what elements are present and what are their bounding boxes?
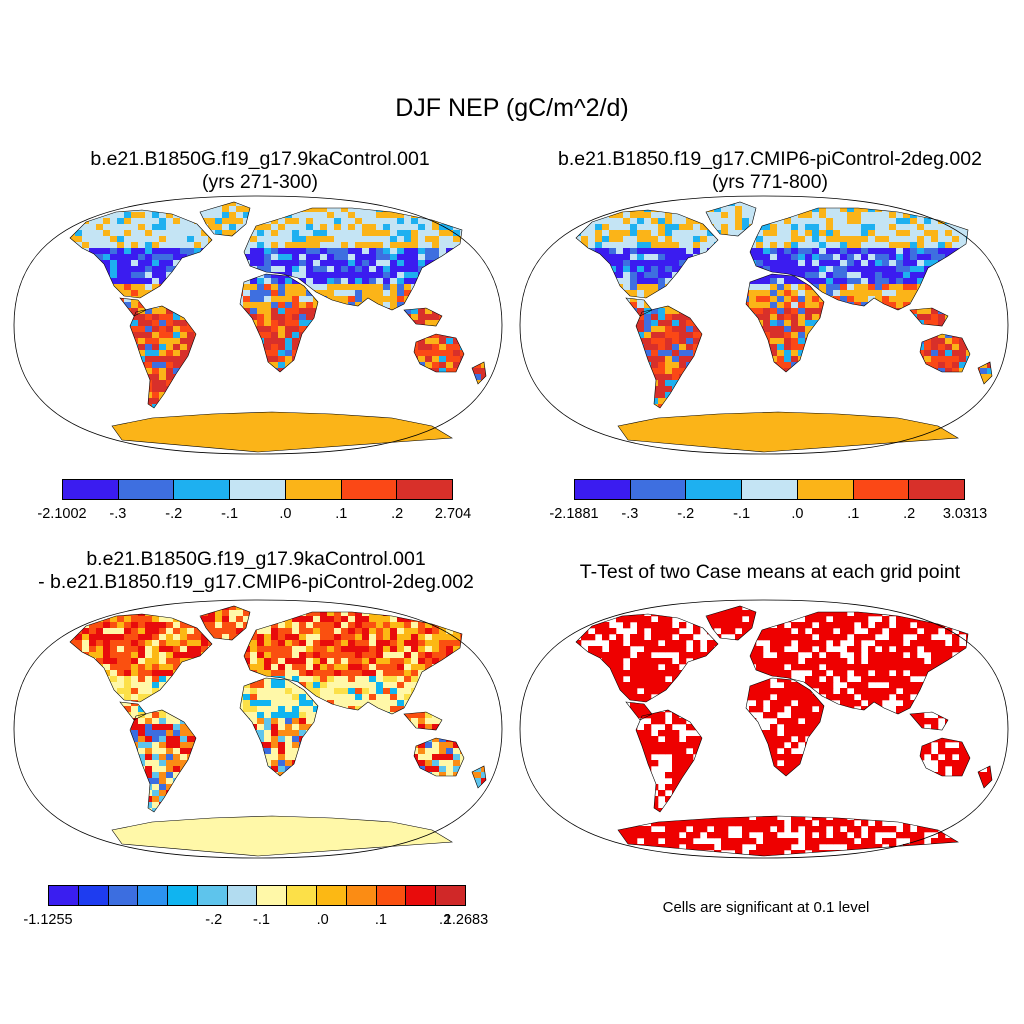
panel-title-bottom-left: b.e21.B1850G.f19_g17.9kaControl.001 - b.… (0, 548, 522, 594)
colorbar-swatch (436, 886, 465, 905)
colorbar-swatch (227, 886, 258, 905)
colorbar-tick-label: -.2 (165, 506, 183, 522)
colorbar-swatch (853, 480, 910, 499)
panel-title-line1: b.e21.B1850G.f19_g17.9kaControl.001 (86, 548, 426, 570)
colorbar-tick-label: .2 (391, 506, 404, 522)
world-map-bottom-left (13, 599, 503, 859)
colorbar-swatch (197, 886, 228, 905)
panel-title-line1: b.e21.B1850G.f19_g17.9kaControl.001 (90, 148, 430, 170)
colorbar-tick-label: .0 (316, 912, 329, 928)
colorbar-swatch (686, 480, 743, 499)
colorbar-bottom-left (48, 885, 466, 906)
colorbar-tick-label: 2.704 (434, 506, 472, 522)
colorbar-tick-label: -.3 (109, 506, 127, 522)
coastlines (575, 201, 993, 453)
colorbar-swatch (168, 886, 198, 905)
colorbar-swatch (376, 886, 407, 905)
colorbar-swatch (108, 886, 139, 905)
map-border (519, 195, 1009, 455)
colorbar-swatch (346, 886, 377, 905)
colorbar-swatch (287, 886, 318, 905)
colorbar-tick-label: .0 (791, 506, 804, 522)
coastlines (69, 605, 487, 857)
map-border (13, 195, 503, 455)
colorbar-tick-label: .1 (847, 506, 860, 522)
colorbar-tick-label: .2 (439, 912, 452, 928)
colorbar-swatch (138, 886, 169, 905)
world-map-top-right (519, 195, 1009, 455)
colorbar-swatch (742, 480, 798, 499)
panel-title-line2: (yrs 271-300) (202, 171, 318, 193)
map-border (519, 599, 1009, 859)
colorbar-swatch (630, 480, 687, 499)
colorbar-top-right (574, 479, 965, 500)
colorbar-tick-label: 3.0313 (942, 506, 988, 522)
colorbar-top-left (62, 479, 453, 500)
colorbar-tick-label: .1 (335, 506, 348, 522)
colorbar-tick-label: 1.2683 (443, 912, 489, 928)
colorbar-tick-label: -.3 (621, 506, 639, 522)
coastlines (69, 201, 487, 453)
significance-note: Cells are significant at 0.1 level (662, 899, 870, 916)
colorbar-swatch (285, 480, 342, 499)
colorbar-swatch (397, 480, 453, 499)
world-map-bottom-right (519, 599, 1009, 859)
colorbar-tick-label: .0 (279, 506, 292, 522)
colorbar-swatch (78, 886, 109, 905)
colorbar-swatch (575, 480, 631, 499)
colorbar-tick-label: -.2 (677, 506, 695, 522)
panel-title-top-left: b.e21.B1850G.f19_g17.9kaControl.001 (yrs… (0, 148, 520, 194)
panel-title-line2: (yrs 771-800) (712, 171, 828, 193)
colorbar-swatch (63, 480, 119, 499)
colorbar-tick-label: -.1 (253, 912, 270, 928)
colorbar-swatch (317, 886, 347, 905)
colorbar-swatch (909, 480, 965, 499)
colorbar-swatch (341, 480, 398, 499)
colorbar-tick-label: -2.1881 (549, 506, 599, 522)
colorbar-tick-label: -2.1002 (37, 506, 87, 522)
panel-title-bottom-right: T-Test of two Case means at each grid po… (579, 561, 961, 583)
colorbar-tick-label: .2 (903, 506, 916, 522)
panel-title-line1: b.e21.B1850.f19_g17.CMIP6-piControl-2deg… (558, 148, 982, 170)
colorbar-tick-label: -.1 (221, 506, 239, 522)
colorbar-tick-label: .1 (374, 912, 387, 928)
colorbar-swatch (118, 480, 175, 499)
colorbar-tick-label: -.2 (205, 912, 223, 928)
map-border (13, 599, 503, 859)
coastlines (575, 605, 993, 857)
colorbar-swatch (49, 886, 79, 905)
colorbar-tick-label: -1.1255 (23, 912, 73, 928)
colorbar-tick-label: -.1 (733, 506, 751, 522)
panel-title-line2: - b.e21.B1850.f19_g17.CMIP6-piControl-2d… (38, 571, 474, 593)
world-map-top-left (13, 195, 503, 455)
colorbar-swatch (406, 886, 437, 905)
colorbar-swatch (797, 480, 854, 499)
figure-title: DJF NEP (gC/m^2/d) (395, 94, 629, 122)
colorbar-swatch (174, 480, 231, 499)
colorbar-swatch (230, 480, 286, 499)
colorbar-swatch (257, 886, 288, 905)
panel-title-top-right: b.e21.B1850.f19_g17.CMIP6-piControl-2deg… (510, 148, 1024, 194)
